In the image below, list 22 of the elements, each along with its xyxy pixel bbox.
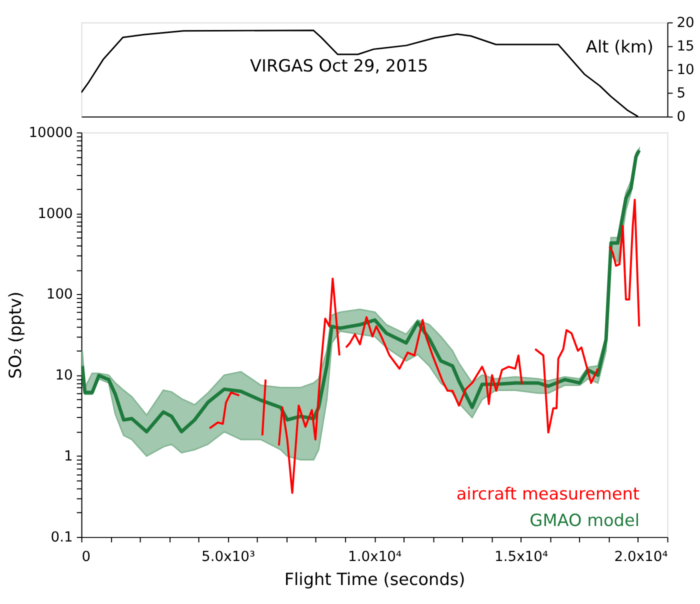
x-tick-label: 5.0x10³ <box>202 549 256 566</box>
y-tick-label: 1 <box>64 448 73 464</box>
y-tick-label: 10000 <box>28 124 73 141</box>
y2-tick-label: 5 <box>676 85 686 102</box>
text: GMAO model <box>530 510 640 530</box>
x-tick-label: 1.5x10⁴ <box>494 549 548 566</box>
text: VIRGAS Oct 29, 2015 <box>250 56 428 76</box>
x-tick-label: 0 <box>82 549 91 566</box>
y2-tick-label: 0 <box>676 109 686 126</box>
y-tick-label: 10 <box>55 368 73 384</box>
y2-tick-label: 15 <box>676 38 694 54</box>
text: aircraft measurement <box>456 483 640 504</box>
y-axis-title: SO₂ (pptv) <box>4 292 25 379</box>
y2-tick-label: 10 <box>676 62 694 78</box>
y-tick-label: 0.1 <box>50 529 73 546</box>
y-tick-label: 100 <box>46 286 73 303</box>
y2-tick-label: 20 <box>676 14 694 31</box>
x-tick-label: 1.0x10⁴ <box>348 549 402 566</box>
y-tick-label: 1000 <box>38 206 73 222</box>
x-axis-title: Flight Time (seconds) <box>284 569 466 590</box>
y2-axis-title: Alt (km) <box>586 36 654 57</box>
x-tick-label: 2.0x10⁴ <box>614 549 668 566</box>
